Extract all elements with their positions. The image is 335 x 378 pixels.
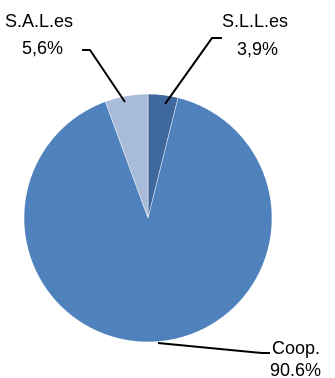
pie-slice-coop [23,97,273,343]
slice-labels: S.L.L.es 3,9% S.A.L.es 5,6% Coop. 90.6% [5,11,321,378]
label-sal-value: 5,6% [22,38,63,58]
label-sll-value: 3,9% [237,39,278,59]
label-sll-name: S.L.L.es [222,11,288,31]
label-sal-name: S.A.L.es [5,11,73,31]
pie-slice-sal [104,93,149,219]
label-coop-value: 90.6% [270,360,321,378]
label-coop-name: Coop. [272,338,320,358]
leader-line-coop [157,342,270,354]
leader-line-sal [82,49,126,103]
leader-line-sll [164,37,222,105]
pie-slices [23,93,273,343]
leader-lines [82,37,270,354]
